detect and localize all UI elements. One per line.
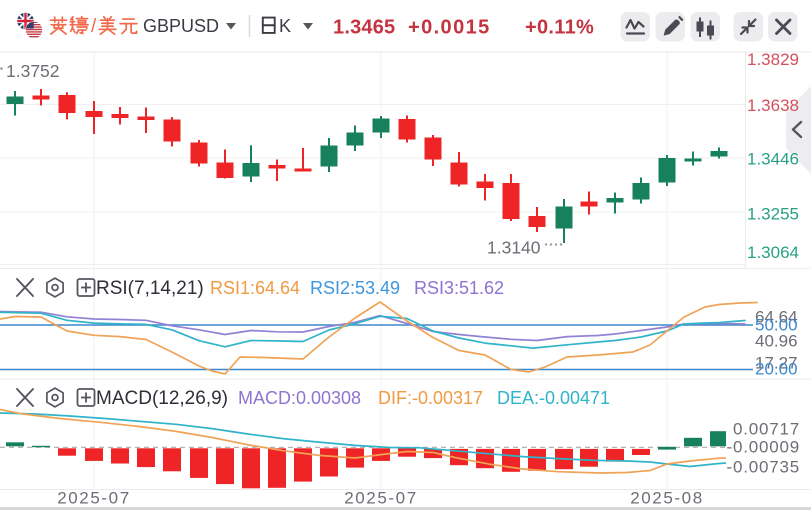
svg-text:DEA:-0.00471: DEA:-0.00471 <box>497 388 610 408</box>
svg-text:1.3255: 1.3255 <box>747 205 799 224</box>
svg-text:RSI1:64.64: RSI1:64.64 <box>210 278 300 298</box>
svg-text:DIF:-0.00317: DIF:-0.00317 <box>378 388 483 408</box>
svg-text:RSI(7,14,21): RSI(7,14,21) <box>96 278 204 299</box>
svg-text:-0.00735: -0.00735 <box>726 458 800 477</box>
svg-text:2025-07: 2025-07 <box>344 489 418 508</box>
svg-text:MACD:0.00308: MACD:0.00308 <box>238 388 361 408</box>
svg-text:2025-08: 2025-08 <box>630 489 704 508</box>
svg-text:GBPUSD: GBPUSD <box>143 16 219 36</box>
svg-text:1.3140: 1.3140 <box>487 238 541 258</box>
svg-text:40.96: 40.96 <box>755 332 798 351</box>
svg-text:0.00717: 0.00717 <box>733 420 800 439</box>
svg-text:64.64: 64.64 <box>755 308 798 327</box>
svg-text:20.00: 20.00 <box>755 360 798 379</box>
svg-text:+0.11%: +0.11% <box>525 17 594 39</box>
svg-text:1.3752: 1.3752 <box>6 61 60 81</box>
svg-text:1.3465: 1.3465 <box>333 17 395 39</box>
svg-text:1.3829: 1.3829 <box>747 50 799 69</box>
svg-text:/: / <box>91 16 97 37</box>
svg-text:+0.0015: +0.0015 <box>408 17 491 39</box>
svg-text:RSI2:53.49: RSI2:53.49 <box>310 278 400 298</box>
svg-text:50.00: 50.00 <box>755 316 798 335</box>
svg-text:17.27: 17.27 <box>755 354 798 373</box>
svg-text:K: K <box>279 16 291 36</box>
svg-text:-0.00009: -0.00009 <box>726 438 800 457</box>
svg-text:1.3446: 1.3446 <box>747 150 799 169</box>
svg-text:1.3638: 1.3638 <box>747 96 799 115</box>
svg-text:RSI3:51.62: RSI3:51.62 <box>414 278 504 298</box>
svg-text:2025-07: 2025-07 <box>57 489 131 508</box>
svg-text:MACD(12,26,9): MACD(12,26,9) <box>96 388 228 409</box>
svg-text:1.3064: 1.3064 <box>747 243 799 262</box>
